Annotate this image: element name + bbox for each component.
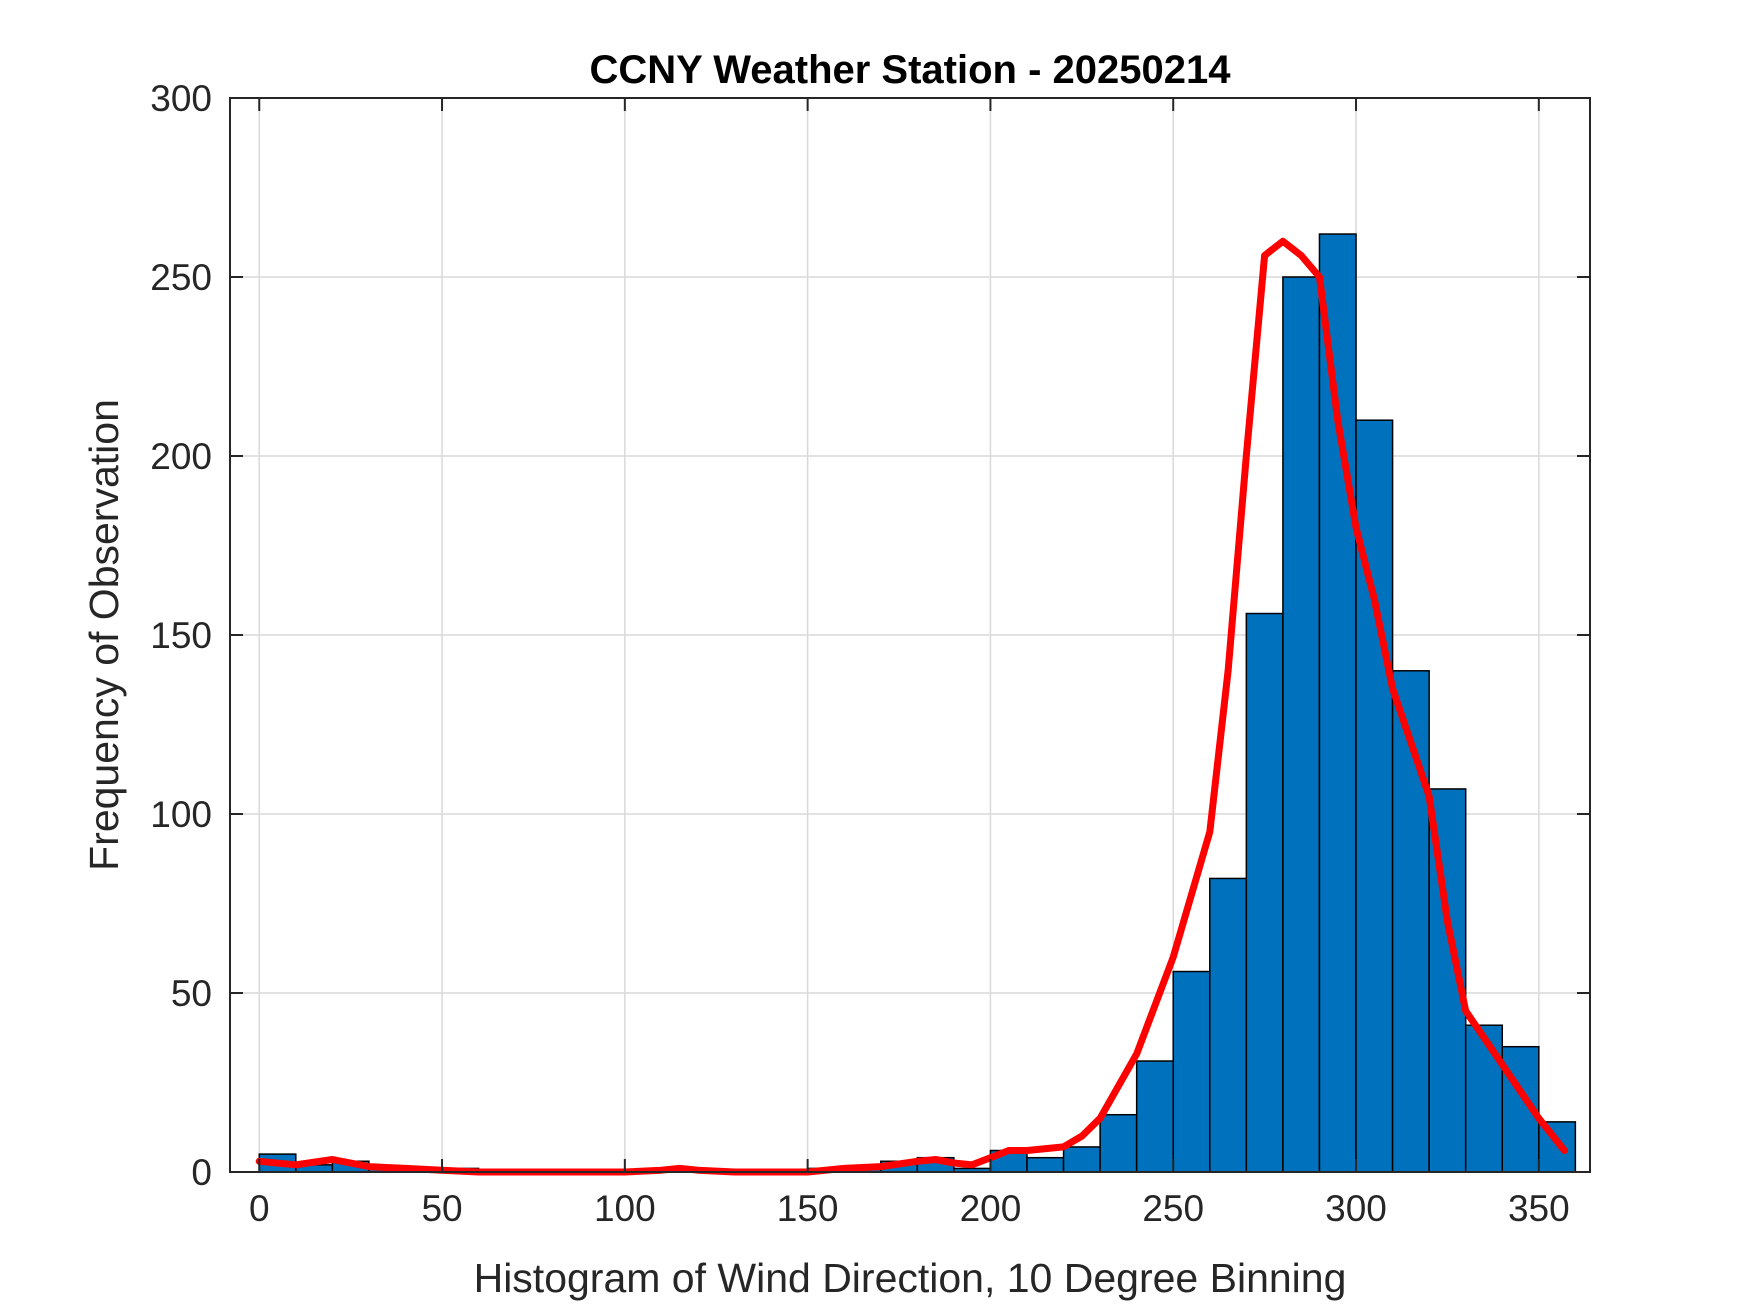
histogram-bar-300-310 — [1355, 419, 1394, 1173]
x-tick-label-150: 150 — [777, 1188, 839, 1229]
histogram-bar-290-300 — [1318, 233, 1357, 1173]
x-tick-label-250: 250 — [1142, 1188, 1204, 1229]
histogram-bar-310-320 — [1391, 670, 1430, 1173]
x-tick-label-200: 200 — [960, 1188, 1022, 1229]
histogram-bar-230-240 — [1099, 1113, 1138, 1173]
y-tick-label-300: 300 — [150, 78, 212, 119]
y-tick-label-0: 0 — [191, 1152, 212, 1193]
y-tick-label-250: 250 — [150, 257, 212, 298]
x-tick-label-50: 50 — [421, 1188, 462, 1229]
y-tick-label-200: 200 — [150, 436, 212, 477]
histogram-bar-220-230 — [1062, 1146, 1101, 1173]
x-tick-label-0: 0 — [249, 1188, 270, 1229]
histogram-bars — [258, 233, 1577, 1173]
y-tick-label-100: 100 — [150, 794, 212, 835]
y-axis-label: Frequency of Observation — [81, 399, 127, 871]
chart-title: CCNY Weather Station - 20250214 — [590, 48, 1232, 92]
axes-box — [229, 97, 1591, 1173]
x-tick-label-300: 300 — [1325, 1188, 1387, 1229]
x-tick-label-350: 350 — [1508, 1188, 1570, 1229]
y-tick-label-50: 50 — [171, 973, 212, 1014]
histogram-bar-250-260 — [1172, 970, 1211, 1173]
x-axis-label: Histogram of Wind Direction, 10 Degree B… — [474, 1255, 1347, 1301]
histogram-bar-280-290 — [1282, 276, 1321, 1173]
histogram-bar-260-270 — [1209, 877, 1248, 1173]
x-tick-label-100: 100 — [594, 1188, 656, 1229]
y-tick-label-150: 150 — [150, 615, 212, 656]
histogram-bar-330-340 — [1464, 1024, 1504, 1173]
histogram-bar-270-280 — [1245, 612, 1284, 1173]
axis-ticks: 0 50 100 150 200 250 300 350 0 50 100 150 200 250 300 — [150, 78, 1590, 1229]
histogram-bar-210-220 — [1026, 1156, 1065, 1173]
histogram-bar-240-250 — [1135, 1060, 1174, 1173]
